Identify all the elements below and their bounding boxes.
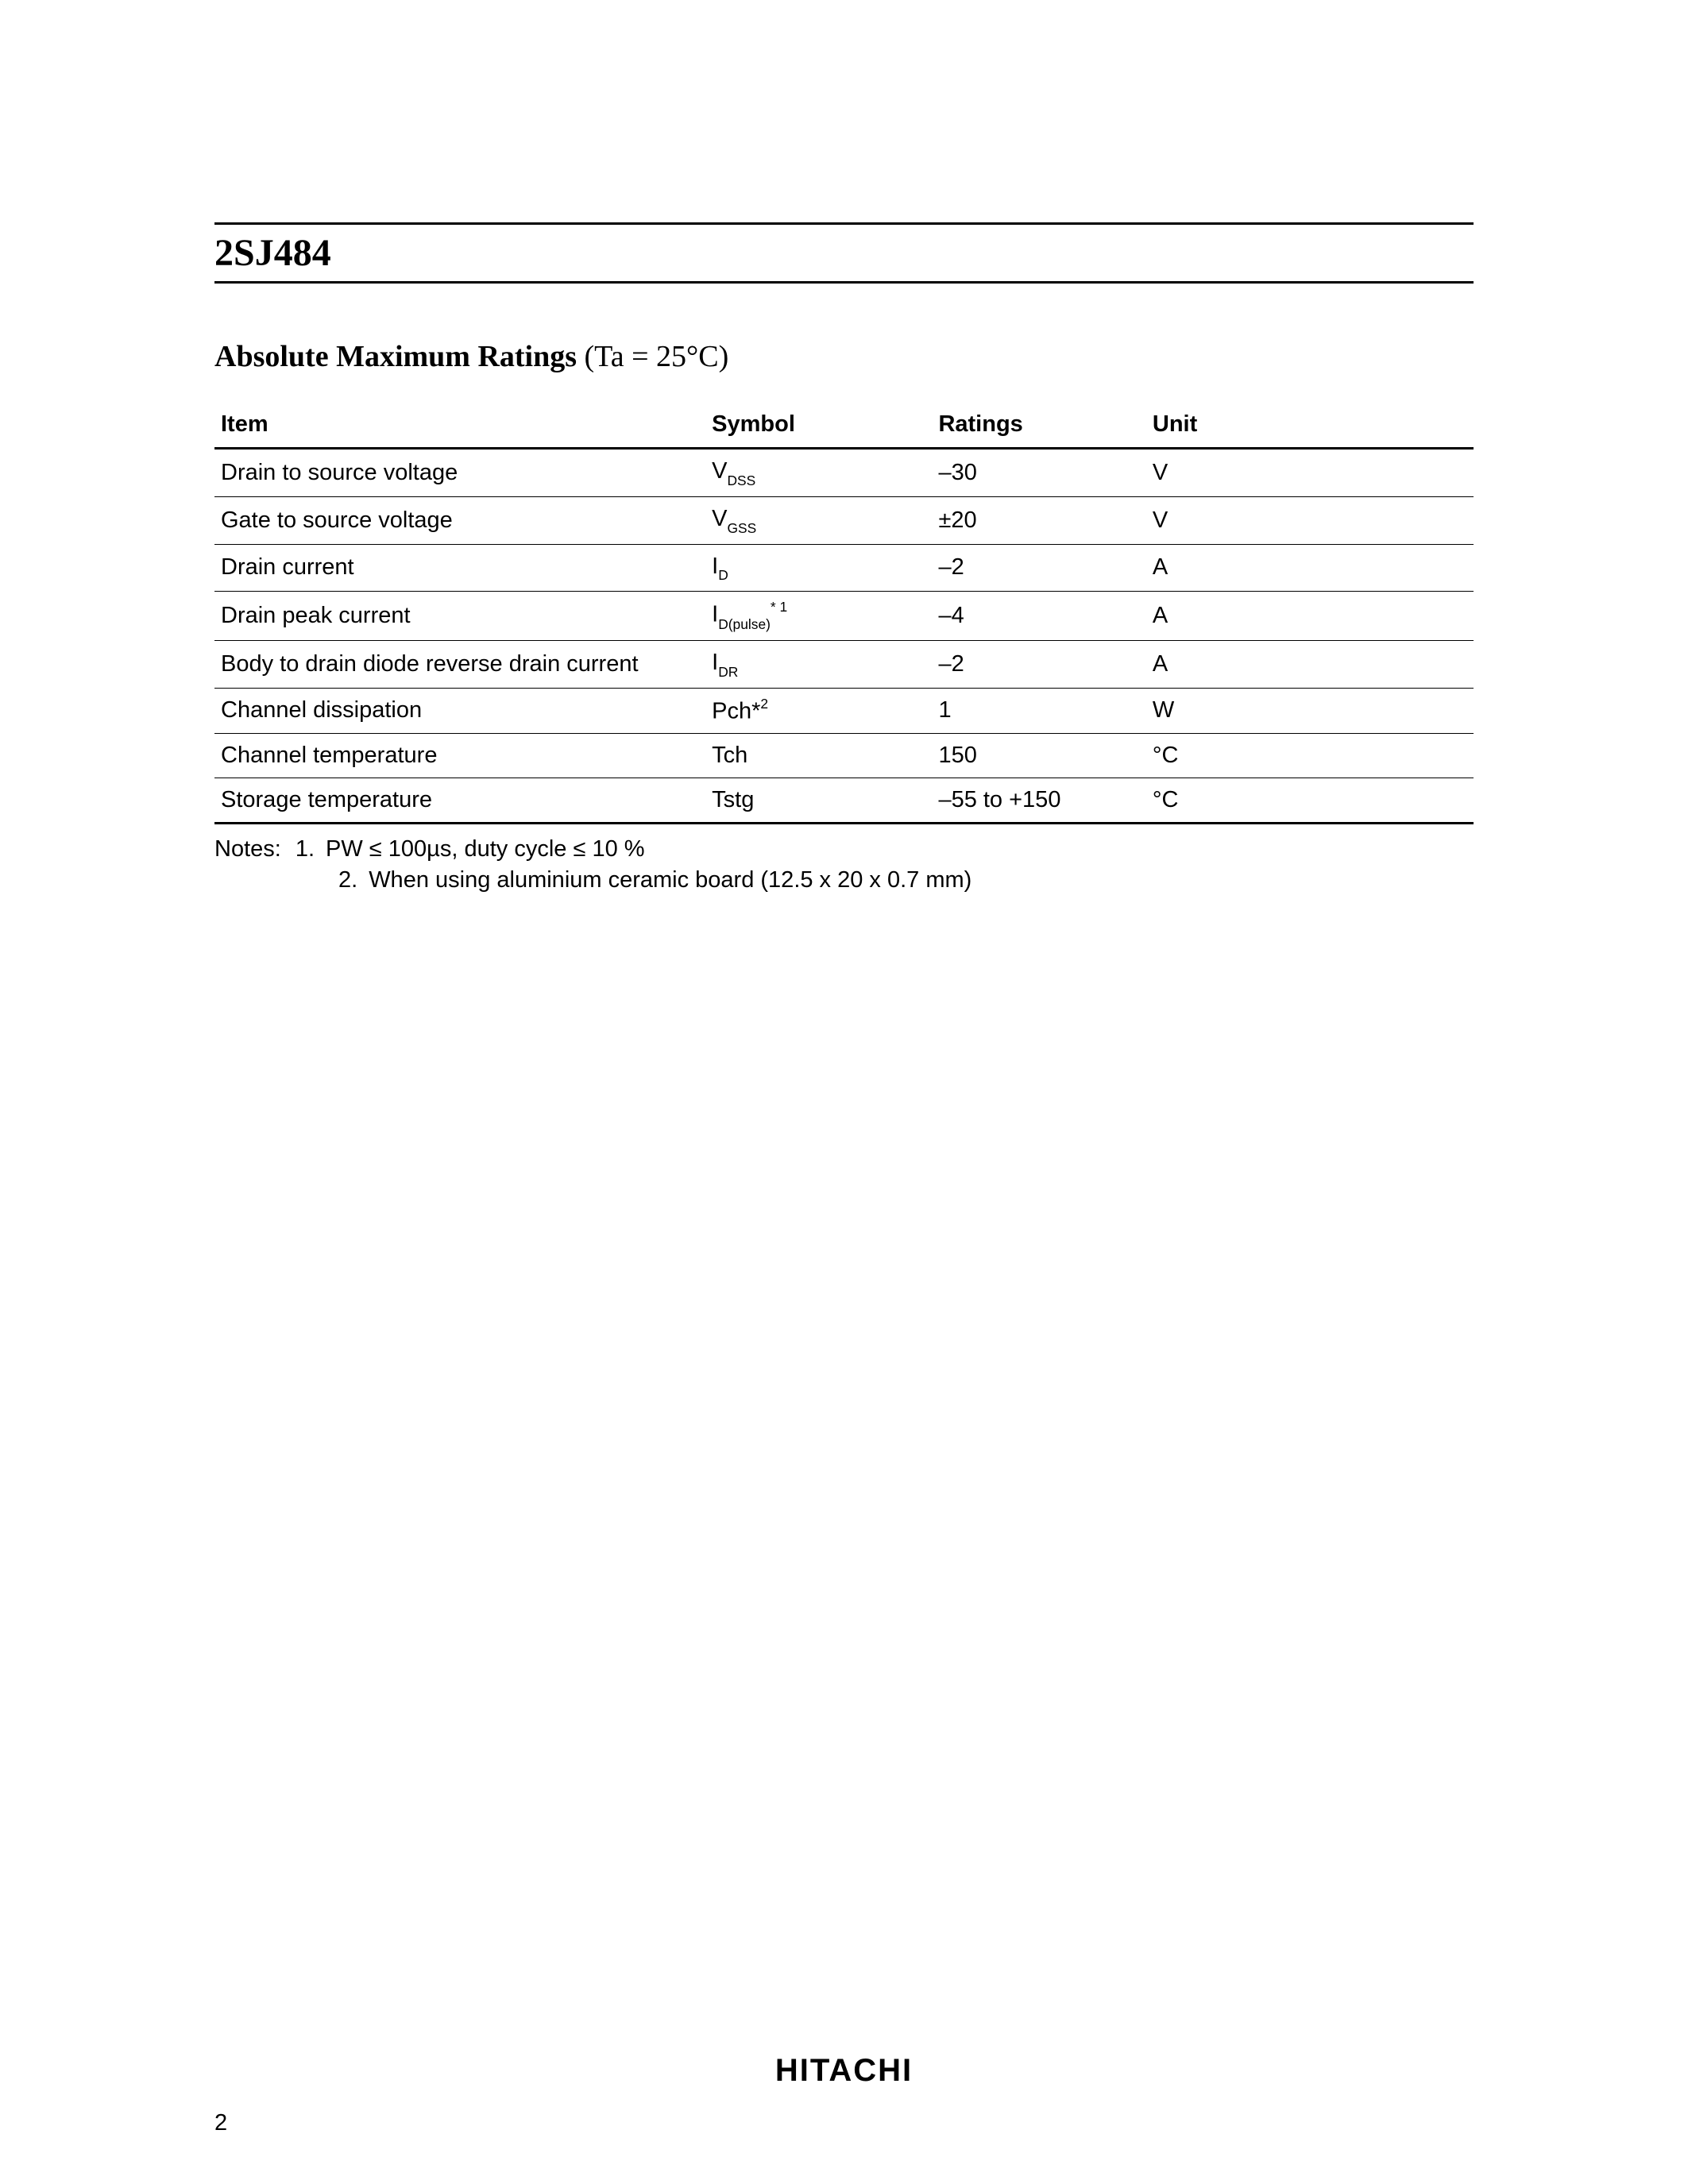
table-cell-symbol: IDR xyxy=(705,640,932,688)
table-row: Drain to source voltageVDSS–30V xyxy=(214,449,1474,497)
table-row: Storage temperatureTstg–55 to +150°C xyxy=(214,778,1474,824)
table-cell-ratings: 150 xyxy=(932,734,1145,778)
table-cell-symbol: Pch*2 xyxy=(705,688,932,734)
table-cell-ratings: –30 xyxy=(932,449,1145,497)
table-header-ratings: Ratings xyxy=(932,402,1145,449)
table-row: Drain peak currentID(pulse)* 1–4A xyxy=(214,592,1474,640)
table-cell-unit: W xyxy=(1146,688,1474,734)
table-cell-item: Drain peak current xyxy=(214,592,705,640)
notes-section: Notes: 1. PW ≤ 100µs, duty cycle ≤ 10 % … xyxy=(214,836,1474,893)
table-cell-symbol: Tstg xyxy=(705,778,932,824)
table-header-unit: Unit xyxy=(1146,402,1474,449)
notes-number-2: 2. xyxy=(338,867,357,893)
notes-text-2: When using aluminium ceramic board (12.5… xyxy=(369,867,971,893)
table-cell-ratings: –2 xyxy=(932,640,1145,688)
table-cell-symbol: VDSS xyxy=(705,449,932,497)
table-cell-unit: V xyxy=(1146,496,1474,544)
table-cell-symbol: VGSS xyxy=(705,496,932,544)
table-cell-item: Drain current xyxy=(214,544,705,592)
table-row: Channel dissipationPch*21W xyxy=(214,688,1474,734)
table-row: Body to drain diode reverse drain curren… xyxy=(214,640,1474,688)
table-cell-unit: V xyxy=(1146,449,1474,497)
table-cell-ratings: 1 xyxy=(932,688,1145,734)
table-cell-ratings: –4 xyxy=(932,592,1145,640)
table-cell-ratings: –2 xyxy=(932,544,1145,592)
part-number: 2SJ484 xyxy=(214,231,1474,275)
table-cell-ratings: –55 to +150 xyxy=(932,778,1145,824)
table-cell-item: Channel dissipation xyxy=(214,688,705,734)
notes-number-1: 1. xyxy=(295,836,315,862)
notes-line-1: Notes: 1. PW ≤ 100µs, duty cycle ≤ 10 % xyxy=(214,836,1474,862)
footer: HITACHI xyxy=(0,2053,1688,2089)
table-body: Drain to source voltageVDSS–30VGate to s… xyxy=(214,449,1474,824)
table-cell-item: Gate to source voltage xyxy=(214,496,705,544)
table-header-item: Item xyxy=(214,402,705,449)
table-row: Channel temperatureTch150°C xyxy=(214,734,1474,778)
notes-text-1: PW ≤ 100µs, duty cycle ≤ 10 % xyxy=(326,836,645,862)
table-row: Drain currentID–2A xyxy=(214,544,1474,592)
section-title-condition: (Ta = 25°C) xyxy=(577,340,728,373)
table-header-symbol: Symbol xyxy=(705,402,932,449)
notes-label: Notes: xyxy=(214,836,281,862)
table-cell-symbol: ID(pulse)* 1 xyxy=(705,592,932,640)
table-cell-item: Body to drain diode reverse drain curren… xyxy=(214,640,705,688)
table-cell-unit: °C xyxy=(1146,734,1474,778)
table-header-row: Item Symbol Ratings Unit xyxy=(214,402,1474,449)
table-cell-unit: A xyxy=(1146,640,1474,688)
page-container: 2SJ484 Absolute Maximum Ratings (Ta = 25… xyxy=(0,0,1688,2184)
table-row: Gate to source voltageVGSS±20V xyxy=(214,496,1474,544)
table-cell-symbol: Tch xyxy=(705,734,932,778)
section-title: Absolute Maximum Ratings (Ta = 25°C) xyxy=(214,339,1474,374)
table-cell-item: Channel temperature xyxy=(214,734,705,778)
ratings-table: Item Symbol Ratings Unit Drain to source… xyxy=(214,402,1474,824)
table-cell-symbol: ID xyxy=(705,544,932,592)
footer-brand: HITACHI xyxy=(0,2053,1688,2089)
table-cell-unit: A xyxy=(1146,592,1474,640)
header-section: 2SJ484 xyxy=(214,222,1474,284)
table-cell-item: Drain to source voltage xyxy=(214,449,705,497)
page-number: 2 xyxy=(214,2110,227,2136)
table-cell-unit: A xyxy=(1146,544,1474,592)
table-cell-unit: °C xyxy=(1146,778,1474,824)
table-cell-item: Storage temperature xyxy=(214,778,705,824)
table-cell-ratings: ±20 xyxy=(932,496,1145,544)
section-title-bold: Absolute Maximum Ratings xyxy=(214,340,577,373)
notes-line-2: 2. When using aluminium ceramic board (1… xyxy=(214,867,1474,893)
